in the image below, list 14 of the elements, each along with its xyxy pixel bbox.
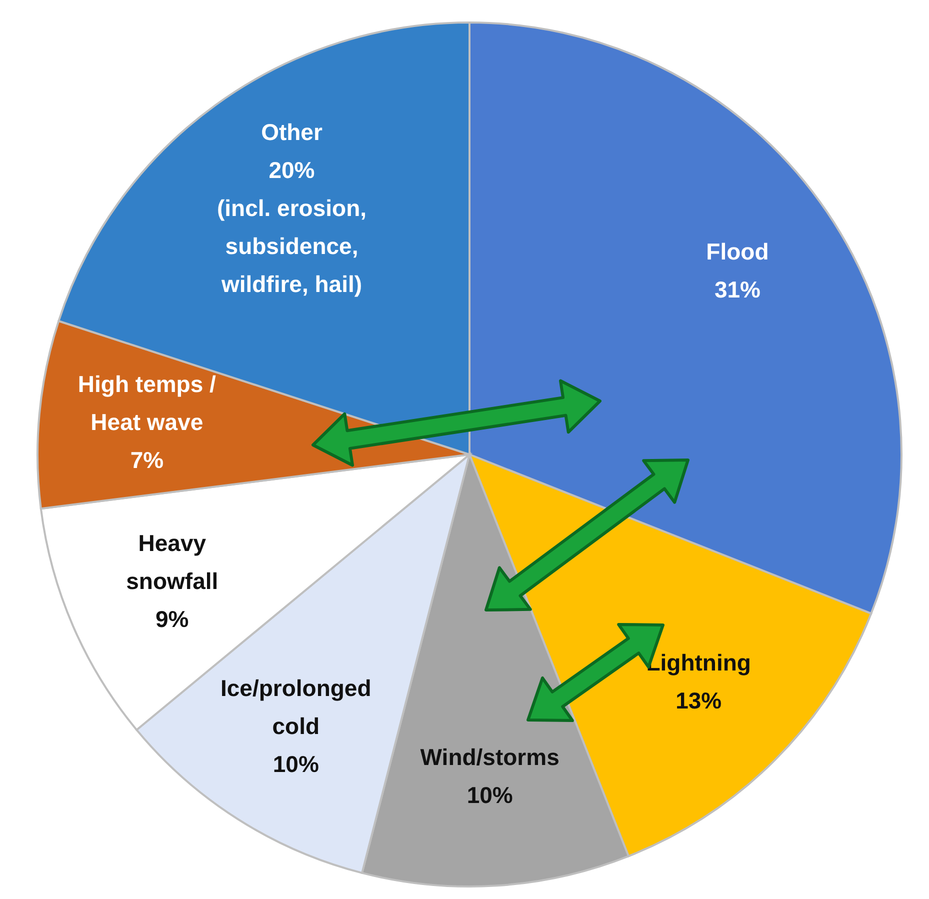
data-label: 7%: [130, 447, 164, 474]
data-label: 31%: [714, 276, 760, 302]
slice-label: Ice/prolonged cold: [220, 675, 372, 740]
slice-label: Other: [261, 118, 322, 145]
slice-label: High temps / Heat wave: [78, 371, 217, 436]
data-label: 9%: [156, 606, 189, 632]
text: (incl. erosion, subsidence, wildfire, hail): [216, 194, 367, 297]
slice-label: Flood: [706, 238, 769, 264]
data-label: 20%: [268, 156, 315, 183]
slice-label: Heavy snowfall: [126, 530, 218, 594]
data-label: 13%: [676, 688, 722, 714]
slice-label: Wind/storms: [420, 744, 560, 770]
data-label: 10%: [272, 751, 319, 778]
data-label: 10%: [466, 782, 513, 808]
